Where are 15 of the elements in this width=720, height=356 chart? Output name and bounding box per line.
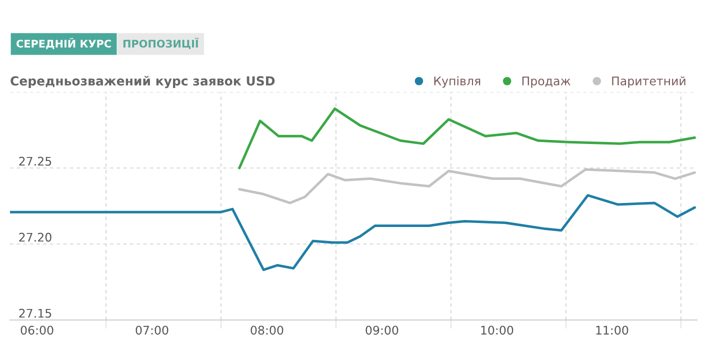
chart-title: Середньозважений курс заявок USD — [10, 76, 275, 88]
y-tick-label: 27.20 — [19, 232, 52, 242]
y-tick-label: 27.25 — [19, 156, 52, 166]
text: СЕРЕДНІЙ КУРС — [16, 38, 111, 50]
legend-label: Продаж — [522, 76, 570, 88]
x-tick-label: 06:00 — [20, 326, 54, 335]
legend-label: Паритетний — [612, 76, 686, 88]
y-tick-label: 27.15 — [19, 308, 52, 318]
x-tick-label: 11:00 — [596, 326, 628, 335]
x-tick-label: 10:00 — [481, 326, 514, 335]
legend-label: Купівля — [434, 76, 480, 88]
x-tick-label: 09:00 — [366, 326, 398, 335]
x-tick-label: 08:00 — [250, 326, 284, 335]
x-tick-label: 07:00 — [136, 326, 168, 335]
text: ПРОПОЗИЦІЇ — [123, 38, 198, 50]
